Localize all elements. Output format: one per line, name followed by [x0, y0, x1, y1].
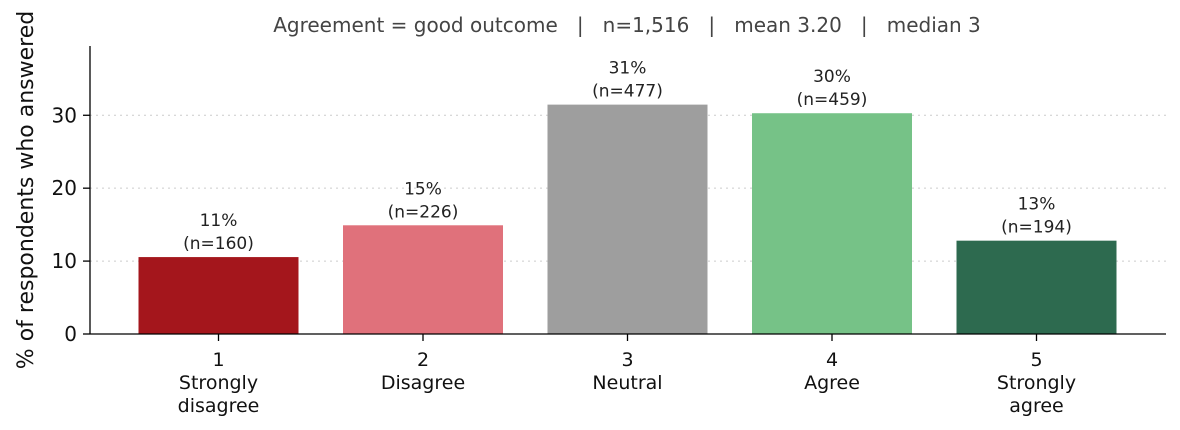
axes: [83, 46, 1166, 341]
y-tick-label: 20: [52, 176, 77, 200]
data-label-count: (n=226): [388, 202, 459, 222]
data-label-percent: 30%: [813, 67, 851, 87]
x-tick-code: 5: [1030, 349, 1042, 371]
bars: [138, 104, 1117, 334]
x-tick-label: Agree: [804, 372, 860, 394]
x-tick-label: Disagree: [381, 372, 465, 394]
tick-labels: 01020301Stronglydisagree2Disagree3Neutra…: [52, 103, 1077, 417]
bar: [547, 104, 708, 334]
x-tick-label: Strongly: [997, 372, 1076, 394]
data-labels: 11% (n=160) 15% (n=226) 31% (n=477) 30% (n=459)…: [183, 59, 1072, 254]
chart-title: Agreement = good outcome | n=1,516 | mea…: [273, 13, 981, 37]
bar: [752, 113, 912, 334]
x-tick-code: 4: [826, 349, 838, 371]
x-tick-label: disagree: [178, 395, 260, 417]
y-tick-label: 0: [64, 322, 77, 346]
data-label-count: (n=194): [1001, 218, 1072, 238]
y-tick-label: 30: [52, 103, 77, 127]
x-tick-code: 1: [212, 349, 224, 371]
bar: [343, 225, 503, 334]
x-tick-label: Neutral: [592, 372, 662, 394]
y-axis-label: % of respondents who answered: [14, 11, 39, 369]
data-label-percent: 11%: [200, 211, 238, 231]
data-label-percent: 31%: [609, 59, 647, 79]
x-tick-code: 2: [417, 349, 429, 371]
x-tick-label: agree: [1009, 395, 1063, 417]
data-label-percent: 15%: [404, 179, 442, 199]
bar: [956, 240, 1117, 334]
y-tick-label: 10: [52, 249, 77, 273]
x-tick-code: 3: [621, 349, 633, 371]
data-label-count: (n=477): [592, 82, 663, 102]
data-label-count: (n=459): [797, 90, 868, 110]
x-tick-label: Strongly: [179, 372, 258, 394]
data-label-count: (n=160): [183, 234, 254, 254]
bar: [138, 257, 299, 334]
data-label-percent: 13%: [1018, 195, 1056, 215]
